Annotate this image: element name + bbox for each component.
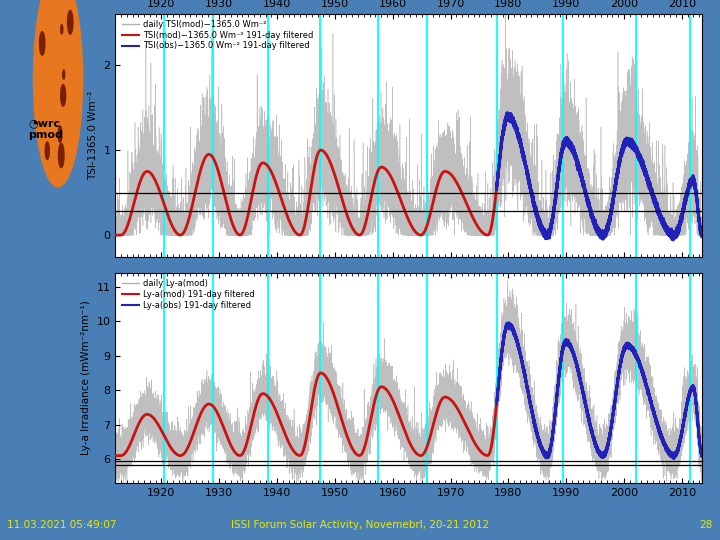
Circle shape xyxy=(60,25,63,34)
Circle shape xyxy=(63,70,65,79)
Circle shape xyxy=(58,126,62,143)
Circle shape xyxy=(45,142,49,159)
Circle shape xyxy=(60,85,66,106)
Circle shape xyxy=(58,144,64,167)
Y-axis label: Ly-a Irradiance (mWm⁻²nm⁻¹): Ly-a Irradiance (mWm⁻²nm⁻¹) xyxy=(81,301,91,455)
Circle shape xyxy=(33,0,83,187)
Text: 11.03.2021 05:49:07: 11.03.2021 05:49:07 xyxy=(7,520,117,530)
Text: 28: 28 xyxy=(700,520,713,530)
Text: ◔wrc
pmod: ◔wrc pmod xyxy=(28,118,63,140)
Legend: daily TSI(mod)−1365.0 Wm⁻², TSI(mod)−1365.0 Wm⁻² 191-day filtered, TSI(obs)−1365: daily TSI(mod)−1365.0 Wm⁻², TSI(mod)−136… xyxy=(120,18,315,53)
Text: ISSI Forum Solar Activity, Novemebrl, 20-21 2012: ISSI Forum Solar Activity, Novemebrl, 20… xyxy=(231,520,489,530)
Y-axis label: TSI-1365.0 Wm⁻²: TSI-1365.0 Wm⁻² xyxy=(88,90,98,180)
Legend: daily Ly-a(mod), Ly-a(mod) 191-day filtered, Ly-a(obs) 191-day filtered: daily Ly-a(mod), Ly-a(mod) 191-day filte… xyxy=(120,277,257,312)
Circle shape xyxy=(68,10,73,34)
Circle shape xyxy=(40,32,45,55)
